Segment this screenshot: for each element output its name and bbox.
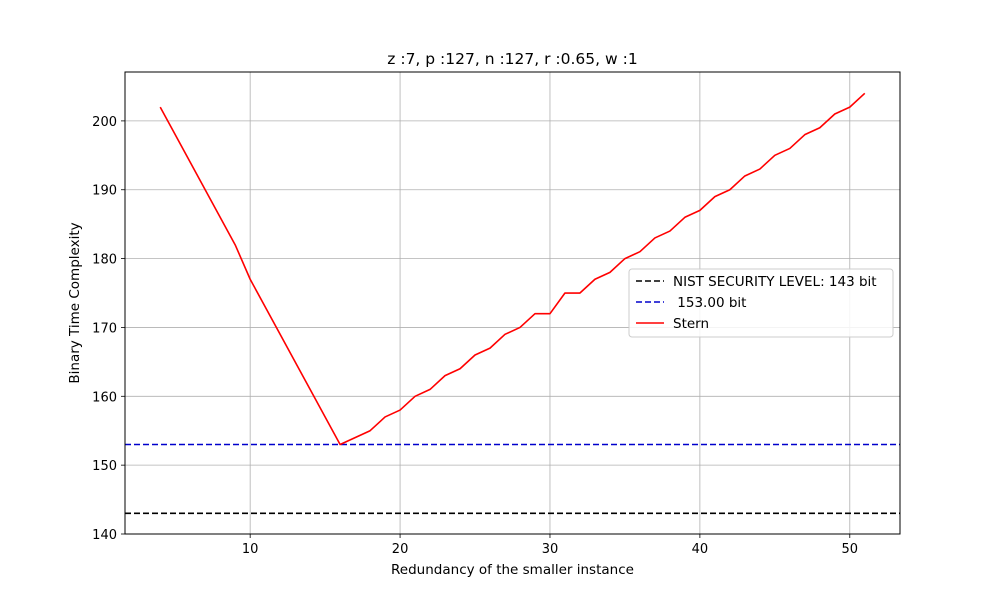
y-tick-label: 140 [92,528,117,543]
y-tick-label: 180 [92,253,117,268]
y-axis-label: Binary Time Complexity [67,222,83,383]
reference-lines [125,443,900,515]
y-tick-label: 190 [92,184,117,199]
chart-title: z :7, p :127, n :127, r :0.65, w :1 [387,50,637,68]
axis-ticks: 10 20 30 40 50 140 150 160 170 180 190 200 [92,115,858,557]
legend: NIST SECURITY LEVEL: 143 bit 153.00 bit S… [628,268,894,338]
legend-box [628,268,894,338]
legend-label: NIST SECURITY LEVEL: 143 bit [673,274,877,290]
grid [125,72,900,535]
y-tick-label: 200 [92,115,117,130]
x-tick-label: 10 [242,542,259,557]
legend-label: Stern [673,316,709,332]
x-tick-label: 50 [842,542,859,557]
legend-label: 153.00 bit [673,295,746,311]
series-line-stern [159,92,866,446]
y-tick-label: 170 [92,321,117,336]
x-tick-label: 20 [392,542,409,557]
series-lines [159,92,866,446]
x-axis-label: Redundancy of the smaller instance [391,562,634,578]
plot-frame [124,71,901,535]
y-tick-label: 150 [92,459,117,474]
x-tick-label: 30 [542,542,559,557]
y-tick-label: 160 [92,390,117,405]
x-tick-label: 40 [692,542,709,557]
